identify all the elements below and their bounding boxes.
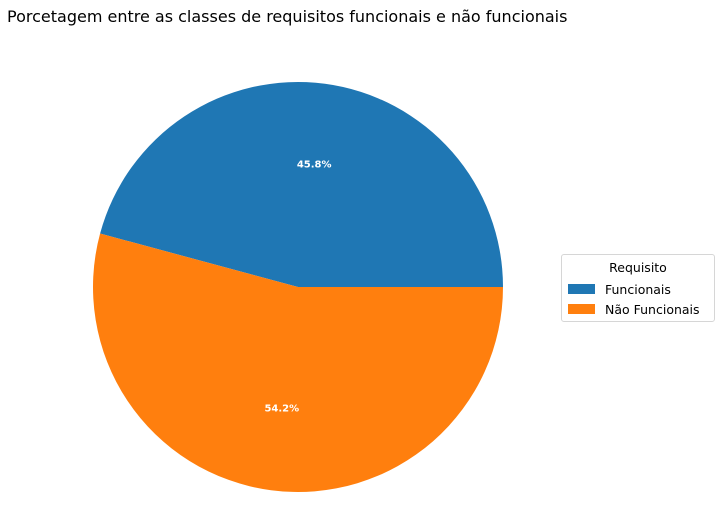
- legend-label-nao-funcionais: Não Funcionais: [605, 301, 700, 317]
- slice-label-funcionais: 45.8%: [297, 160, 332, 171]
- legend-swatch-funcionais: [568, 284, 595, 294]
- legend-swatch-nao-funcionais: [568, 304, 595, 314]
- legend: Requisito Funcionais Não Funcionais: [561, 254, 715, 322]
- slice-label-nao-funcionais: 54.2%: [264, 403, 299, 414]
- pie-slice-nao-funcionais: [93, 233, 504, 493]
- pie-slice-funcionais: [100, 82, 503, 288]
- legend-item-nao-funcionais: Não Funcionais: [568, 301, 700, 317]
- legend-title: Requisito: [609, 260, 667, 275]
- chart-title: Porcetagem entre as classes de requisito…: [7, 7, 568, 26]
- legend-item-funcionais: Funcionais: [568, 281, 671, 297]
- legend-label-funcionais: Funcionais: [605, 281, 671, 297]
